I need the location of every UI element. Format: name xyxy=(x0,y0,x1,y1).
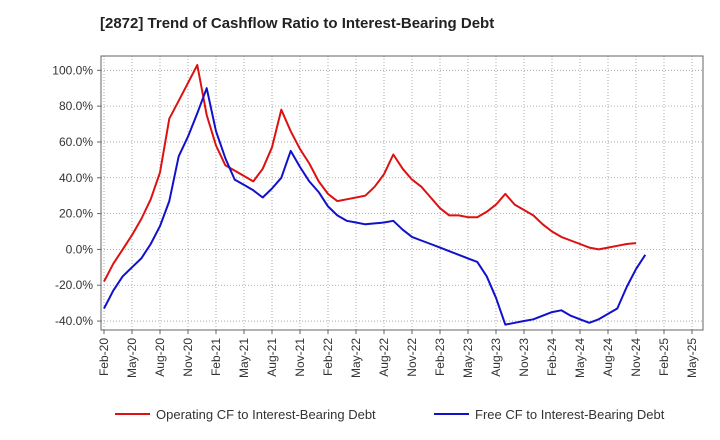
x-tick-label: Feb-23 xyxy=(433,338,447,376)
x-tick-label: May-21 xyxy=(237,338,251,378)
y-tick-label: 80.0% xyxy=(59,99,93,113)
legend: Operating CF to Interest-Bearing Debt Fr… xyxy=(115,407,665,422)
x-tick-label: Nov-20 xyxy=(181,338,195,377)
y-tick-label: 60.0% xyxy=(59,135,93,149)
x-tick-label: Aug-24 xyxy=(601,338,615,377)
series-lines xyxy=(103,64,647,326)
chart-title: [2872] Trend of Cashflow Ratio to Intere… xyxy=(100,15,495,32)
x-tick-label: Nov-22 xyxy=(405,338,419,377)
x-tick-label: Aug-23 xyxy=(489,338,503,377)
y-tick-label: 20.0% xyxy=(59,207,93,221)
x-tick-label: May-20 xyxy=(125,338,139,378)
x-tick-label: Feb-21 xyxy=(209,338,223,376)
legend-label-operating-cf: Operating CF to Interest-Bearing Debt xyxy=(156,407,376,422)
x-tick-label: Nov-23 xyxy=(517,338,531,377)
y-tick-label: 40.0% xyxy=(59,171,93,185)
x-tick-label: Aug-20 xyxy=(153,338,167,377)
y-axis-ticks: 100.0% 80.0% 60.0% 40.0% 20.0% 0.0% -20.0% -40.… xyxy=(52,63,101,328)
x-tick-label: Nov-21 xyxy=(293,338,307,377)
y-tick-label: -40.0% xyxy=(55,314,93,328)
series-line-free-cf xyxy=(103,87,647,326)
legend-label-free-cf: Free CF to Interest-Bearing Debt xyxy=(475,407,665,422)
y-tick-label: 100.0% xyxy=(52,63,93,77)
x-tick-label: May-23 xyxy=(461,338,475,378)
x-tick-label: Feb-25 xyxy=(657,338,671,376)
grid-lines xyxy=(101,56,703,330)
y-tick-label: 0.0% xyxy=(66,242,94,256)
x-tick-label: Aug-21 xyxy=(265,338,279,377)
x-axis-ticks: Feb-20 May-20 Aug-20 Nov-20 Feb-21 May-21 Aug-… xyxy=(97,330,699,378)
x-tick-label: Feb-20 xyxy=(97,338,111,376)
x-tick-label: May-24 xyxy=(573,338,587,378)
x-tick-label: Nov-24 xyxy=(629,338,643,377)
x-tick-label: May-22 xyxy=(349,338,363,378)
x-tick-label: Aug-22 xyxy=(377,338,391,377)
x-tick-label: Feb-22 xyxy=(321,338,335,376)
series-line-operating-cf xyxy=(103,64,637,283)
x-tick-label: Feb-24 xyxy=(545,338,559,376)
y-tick-label: -20.0% xyxy=(55,278,93,292)
plot-frame xyxy=(100,55,704,331)
x-tick-label: May-25 xyxy=(685,338,699,378)
